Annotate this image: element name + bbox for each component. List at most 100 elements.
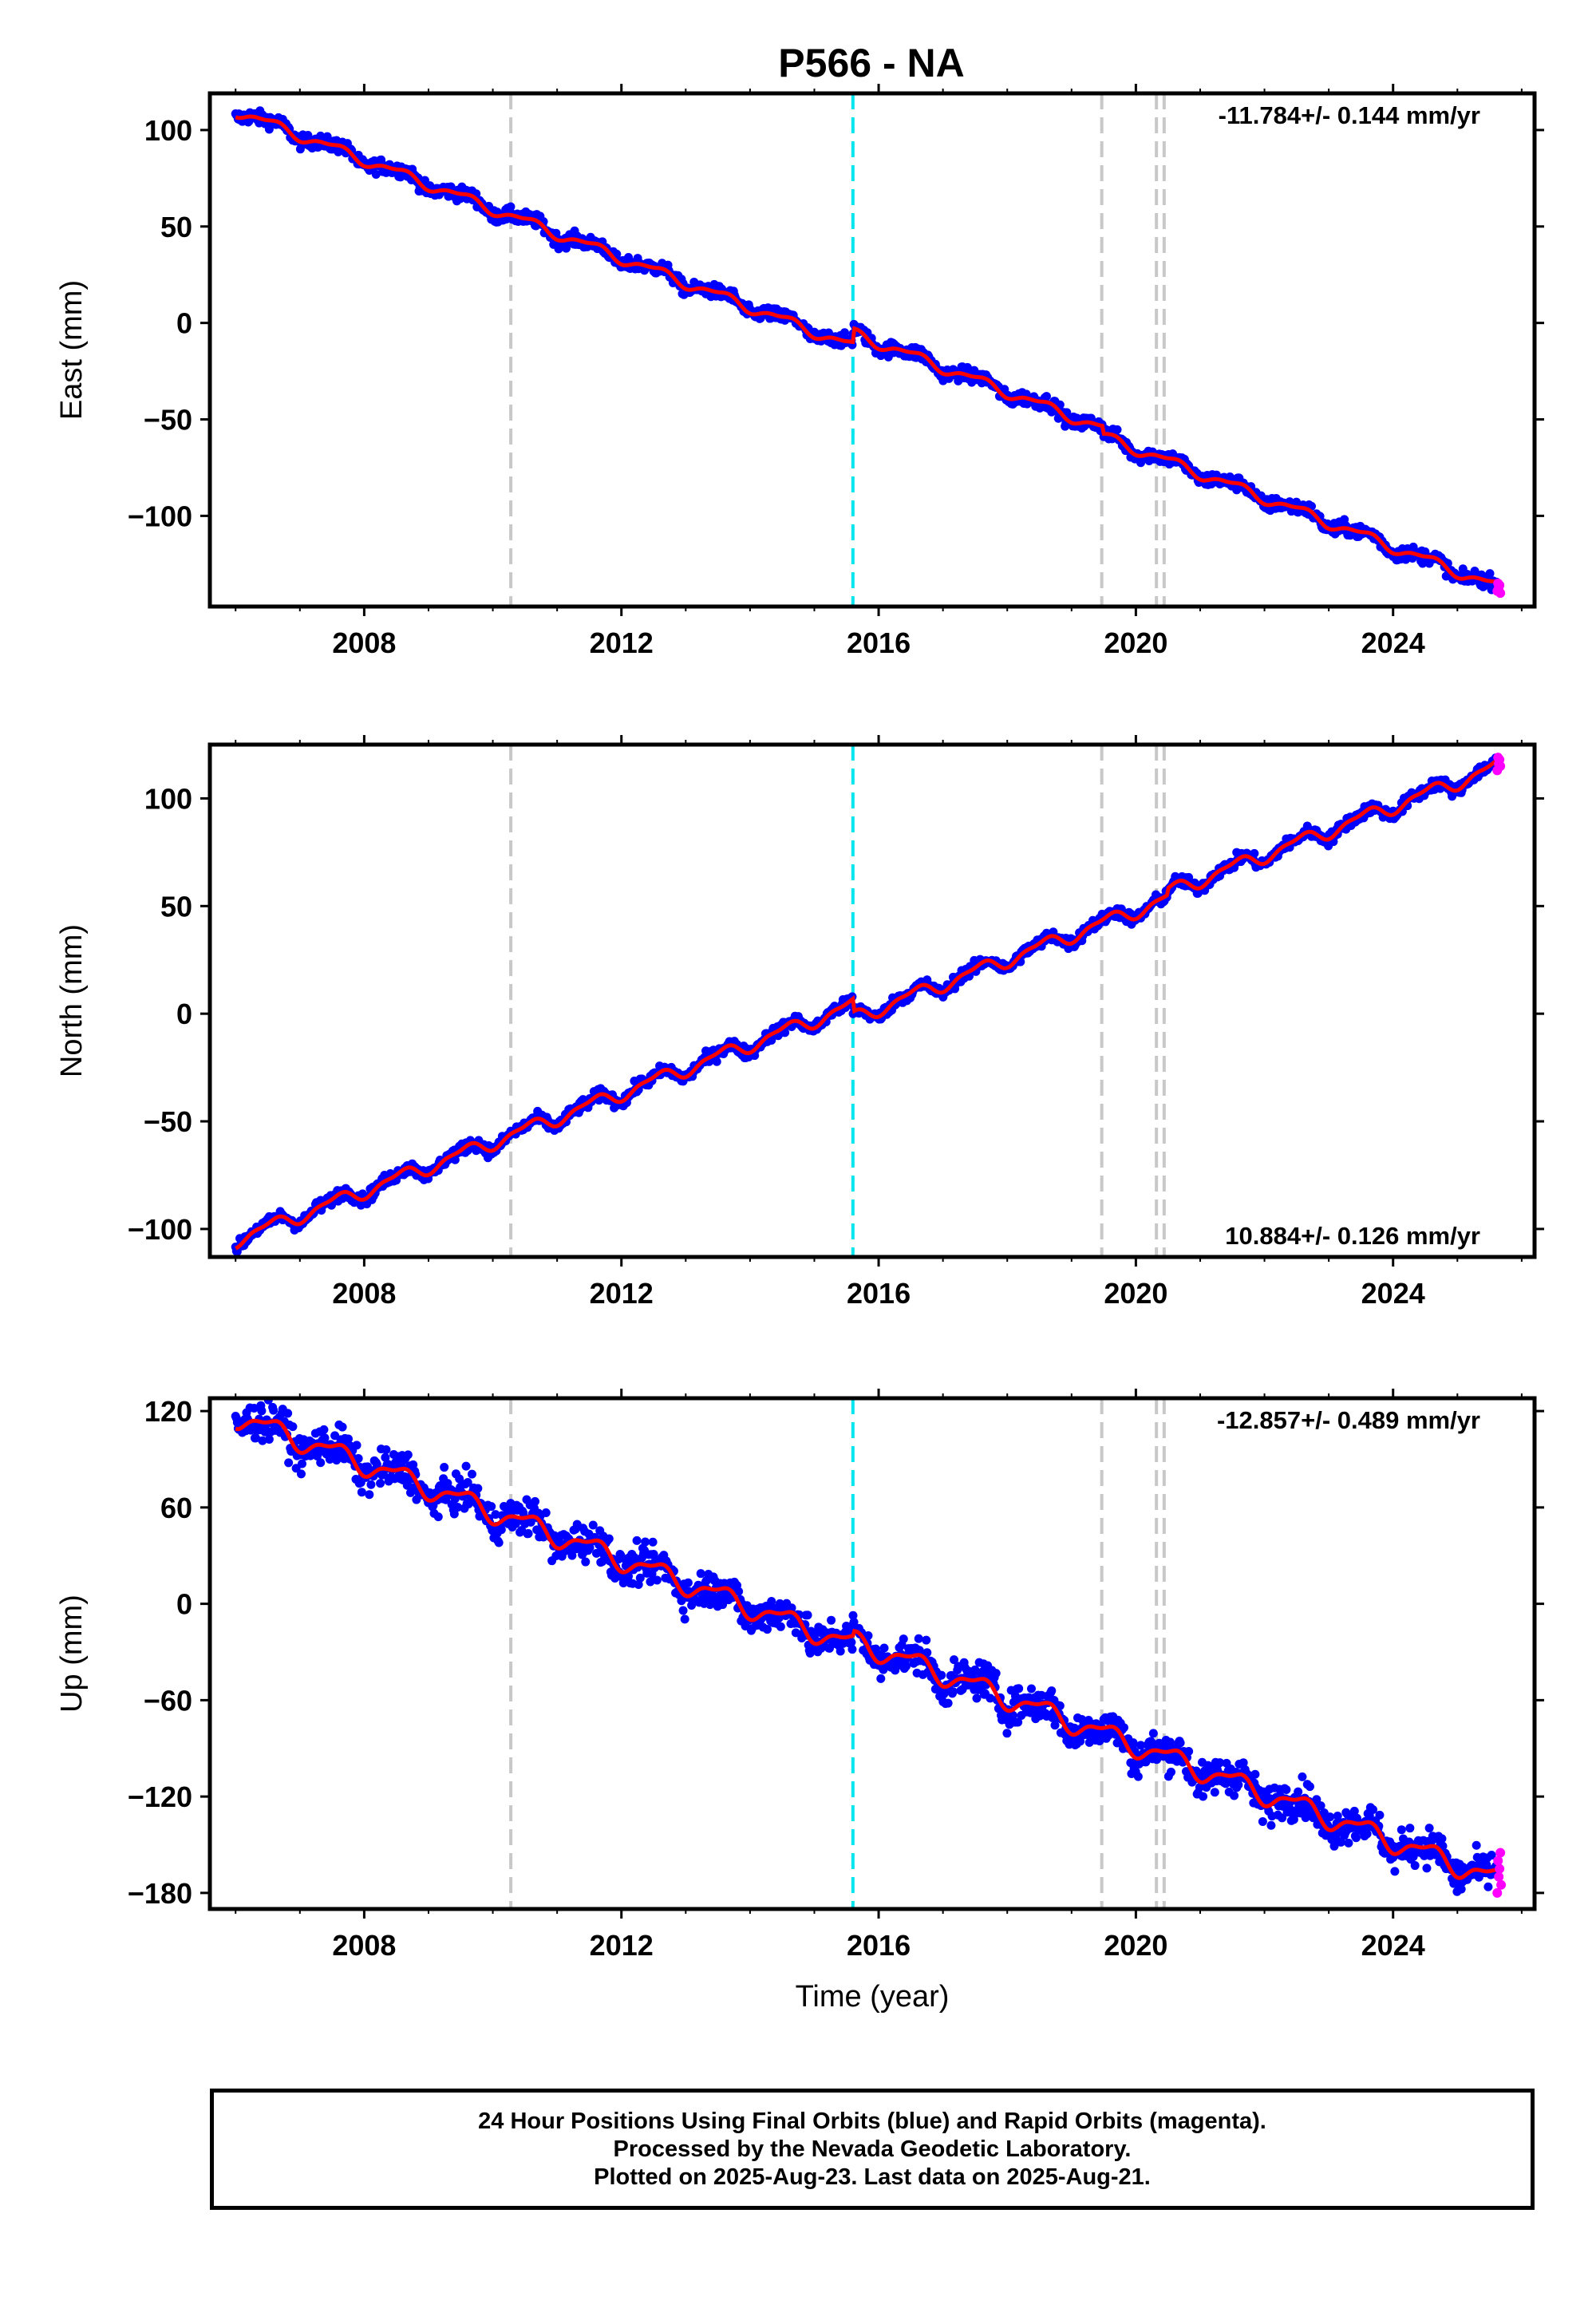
final-orbit-point xyxy=(269,1405,279,1415)
final-orbit-point xyxy=(652,1575,662,1585)
y-tick-label: −50 xyxy=(144,1105,192,1138)
footer-line-2: Processed by the Nevada Geodetic Laborat… xyxy=(613,2136,1132,2162)
rapid-orbit-point xyxy=(1494,1871,1504,1882)
final-orbit-point xyxy=(567,1551,577,1560)
final-orbit-point xyxy=(1437,1834,1447,1844)
final-orbit-point xyxy=(827,1615,836,1625)
final-orbit-point xyxy=(376,1479,385,1488)
final-orbit-point xyxy=(1175,1738,1185,1748)
x-tick-label: 2024 xyxy=(1361,1277,1425,1310)
final-orbit-point xyxy=(1112,425,1122,434)
final-orbit-point xyxy=(1041,392,1051,401)
final-orbit-point xyxy=(316,1458,326,1468)
final-orbit-point xyxy=(1195,1782,1204,1792)
final-orbit-point xyxy=(249,1404,259,1413)
plot-area xyxy=(231,1398,1507,1909)
y-tick-label: −120 xyxy=(128,1780,192,1813)
final-orbit-point xyxy=(635,1573,645,1583)
final-orbit-point xyxy=(1316,1801,1325,1811)
final-orbit-point xyxy=(1390,1867,1400,1876)
x-tick-label: 2012 xyxy=(590,1929,654,1962)
panel-up: 2008 2012 2016 2020 2024120600−60−120−180Up … xyxy=(55,1389,1544,2014)
final-orbit-point xyxy=(1050,1721,1060,1730)
final-orbit-point xyxy=(366,1480,376,1489)
final-orbit-point xyxy=(365,1490,374,1500)
final-orbit-point xyxy=(1368,1804,1377,1814)
final-orbit-point xyxy=(371,169,381,179)
final-orbit-point xyxy=(876,1674,886,1683)
x-tick-label: 2020 xyxy=(1104,1929,1167,1962)
final-orbit-point xyxy=(901,1662,911,1671)
y-tick-label: −180 xyxy=(128,1877,192,1910)
final-orbit-point xyxy=(1410,1861,1420,1871)
model-fit-line xyxy=(235,757,1500,1251)
final-orbit-point xyxy=(1136,1741,1146,1750)
x-tick-label: 2016 xyxy=(847,1277,911,1310)
y-axis-label: East (mm) xyxy=(55,280,89,420)
final-orbit-point xyxy=(1234,1780,1243,1789)
y-axis-label: Up (mm) xyxy=(55,1595,89,1713)
final-orbit-point xyxy=(1278,1813,1287,1823)
final-orbit-point xyxy=(1298,1772,1307,1781)
final-orbit-point xyxy=(1282,1784,1291,1794)
final-orbit-point xyxy=(1166,1767,1175,1777)
final-orbit-point xyxy=(1483,1882,1493,1891)
final-orbit-point xyxy=(624,1571,634,1581)
final-orbit-point xyxy=(1375,1810,1385,1820)
y-axis-label: North (mm) xyxy=(55,924,89,1077)
rapid-orbit-point xyxy=(1495,1848,1506,1858)
final-orbit-point xyxy=(1305,1782,1314,1792)
final-orbit-point xyxy=(288,1422,298,1432)
final-orbit-point xyxy=(1133,1772,1143,1781)
final-orbit-point xyxy=(1266,1820,1276,1830)
final-orbit-point xyxy=(879,1643,889,1653)
final-orbit-point xyxy=(403,1450,413,1460)
final-orbit-point xyxy=(455,1474,464,1484)
final-orbit-point xyxy=(1487,1851,1496,1860)
final-orbit-point xyxy=(1422,1863,1432,1873)
x-tick-label: 2008 xyxy=(332,1929,396,1962)
final-orbit-point xyxy=(1485,569,1495,579)
final-orbit-point xyxy=(343,1434,353,1444)
y-tick-label: −50 xyxy=(144,404,192,437)
final-orbit-point xyxy=(634,1580,643,1590)
final-orbit-point xyxy=(696,1569,705,1579)
final-orbit-point xyxy=(585,1543,595,1552)
rapid-orbit-point xyxy=(1492,1887,1503,1898)
velocity-label: -12.857+/- 0.489 mm/yr xyxy=(1217,1406,1480,1434)
final-orbit-point xyxy=(1026,1684,1036,1694)
final-orbit-point xyxy=(1329,1841,1339,1851)
final-orbit-point xyxy=(381,1445,391,1455)
final-orbit-point xyxy=(991,1669,1001,1678)
velocity-label: 10.884+/- 0.126 mm/yr xyxy=(1225,1222,1480,1250)
final-orbit-point xyxy=(1336,1837,1345,1847)
model-fit-line xyxy=(235,114,1499,585)
final-orbit-point xyxy=(494,1538,504,1547)
final-orbit-point xyxy=(541,1508,551,1517)
final-orbit-point xyxy=(1055,1701,1065,1710)
final-orbit-point xyxy=(1076,1737,1085,1746)
y-tick-label: 100 xyxy=(144,782,192,815)
final-orbit-point xyxy=(284,1458,294,1468)
model-fit-line xyxy=(235,1418,1499,1880)
final-orbit-point xyxy=(1230,1791,1239,1800)
final-orbit-point xyxy=(1396,1825,1406,1835)
final-orbit-point xyxy=(283,1409,293,1418)
final-orbit-point xyxy=(258,1436,267,1445)
y-tick-label: 50 xyxy=(160,890,192,923)
footer-line-3: Plotted on 2025-Aug-23. Last data on 202… xyxy=(594,2164,1151,2190)
final-orbit-point xyxy=(646,1577,655,1587)
final-orbit-point xyxy=(1349,1806,1359,1816)
final-orbit-point xyxy=(298,1459,307,1468)
final-orbit-point xyxy=(1119,1723,1128,1733)
final-orbit-point xyxy=(251,1433,261,1443)
velocity-label: -11.784+/- 0.144 mm/yr xyxy=(1219,101,1480,129)
figure-title: P566 - NA xyxy=(778,41,964,85)
final-orbit-point xyxy=(1238,1758,1248,1768)
final-orbit-point xyxy=(791,1628,800,1638)
final-orbit-point xyxy=(496,1525,506,1535)
final-orbit-point xyxy=(922,1635,931,1645)
final-orbit-point xyxy=(1250,1769,1260,1779)
y-tick-label: 0 xyxy=(176,307,192,340)
